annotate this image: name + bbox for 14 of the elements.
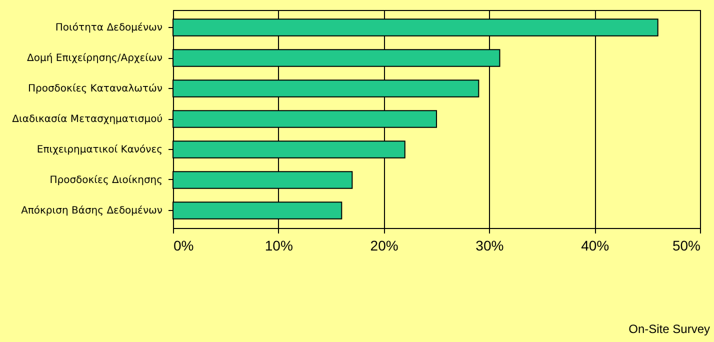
x-tick-label: 10% <box>264 238 293 254</box>
y-tick-label: Απόκριση Βάσης Δεδομένων <box>21 205 163 216</box>
y-tick-label: Διαδικασία Μετασχηματισμού <box>12 114 163 125</box>
y-tick-label: Επιχειρηματικοί Κανόνες <box>36 144 162 156</box>
y-tick-label: Δομή Επιχείρησης/Αρχείων <box>27 53 163 64</box>
text: On-Site Survey <box>628 322 710 336</box>
x-tick-label: 0% <box>174 238 194 254</box>
x-tick-label: 30% <box>476 238 504 254</box>
y-tick-label: Ποιότητα Δεδομένων <box>55 22 163 34</box>
x-tick-label: 50% <box>672 238 700 254</box>
y-tick-label: Προσδοκίες Διοίκησης <box>50 174 162 186</box>
y-tick-label: Προσδοκίες Καταναλωτών <box>28 84 163 95</box>
x-tick-label: 40% <box>581 238 610 254</box>
x-tick-label: 20% <box>370 238 398 254</box>
